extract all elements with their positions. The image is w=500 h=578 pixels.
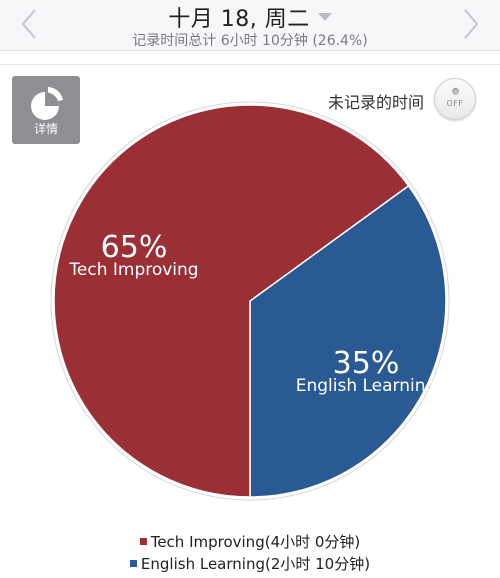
legend-swatch-tech xyxy=(139,538,147,545)
chevron-down-icon[interactable] xyxy=(317,13,332,21)
data-label-percent-tech: 65% xyxy=(101,230,168,265)
legend-label-tech: Tech Improving(4小时 0分钟) xyxy=(150,533,361,551)
legend-item-english: English Learning(2小时 10分钟) xyxy=(0,553,500,574)
data-label-percent-english: 35% xyxy=(333,346,400,381)
header-bar: 十月 18, 周二 记录时间总计 6小时 10分钟 (26.4%) xyxy=(0,0,500,51)
date-selector[interactable]: 十月 18, 周二 xyxy=(0,2,500,32)
date-title[interactable]: 十月 18, 周二 xyxy=(168,7,310,32)
unrecorded-time-toggle[interactable]: OFF xyxy=(434,78,476,120)
legend-label-english: English Learning(2小时 10分钟) xyxy=(140,555,371,573)
toggle-state-label: OFF xyxy=(446,99,464,108)
legend-swatch-english xyxy=(129,560,137,567)
pie-chart-icon xyxy=(31,87,63,120)
previous-day-button[interactable] xyxy=(14,8,44,40)
pie-slice-english[interactable] xyxy=(249,184,447,498)
divider xyxy=(0,64,500,65)
pie-chart-svg: 65%Tech Improving 35%English Learning xyxy=(50,101,450,501)
details-label: 详情 xyxy=(33,122,58,136)
chevron-right-icon xyxy=(464,9,479,39)
details-button[interactable]: 详情 xyxy=(12,76,80,144)
data-label-name-tech: Tech Improving xyxy=(68,260,198,280)
next-day-button[interactable] xyxy=(456,8,486,40)
chevron-left-icon xyxy=(21,9,36,39)
unrecorded-time-label: 未记录的时间 xyxy=(327,93,424,112)
legend-item-tech: Tech Improving(4小时 0分钟) xyxy=(0,531,500,552)
pie-slice-tech[interactable] xyxy=(53,104,410,498)
toggle-indicator-icon xyxy=(452,88,459,95)
pie-chart: 65% Tech Improving 35% English Learning xyxy=(44,95,456,511)
data-label-name-english: English Learning xyxy=(296,376,437,396)
total-time-summary: 记录时间总计 6小时 10分钟 (26.4%) xyxy=(132,33,368,49)
